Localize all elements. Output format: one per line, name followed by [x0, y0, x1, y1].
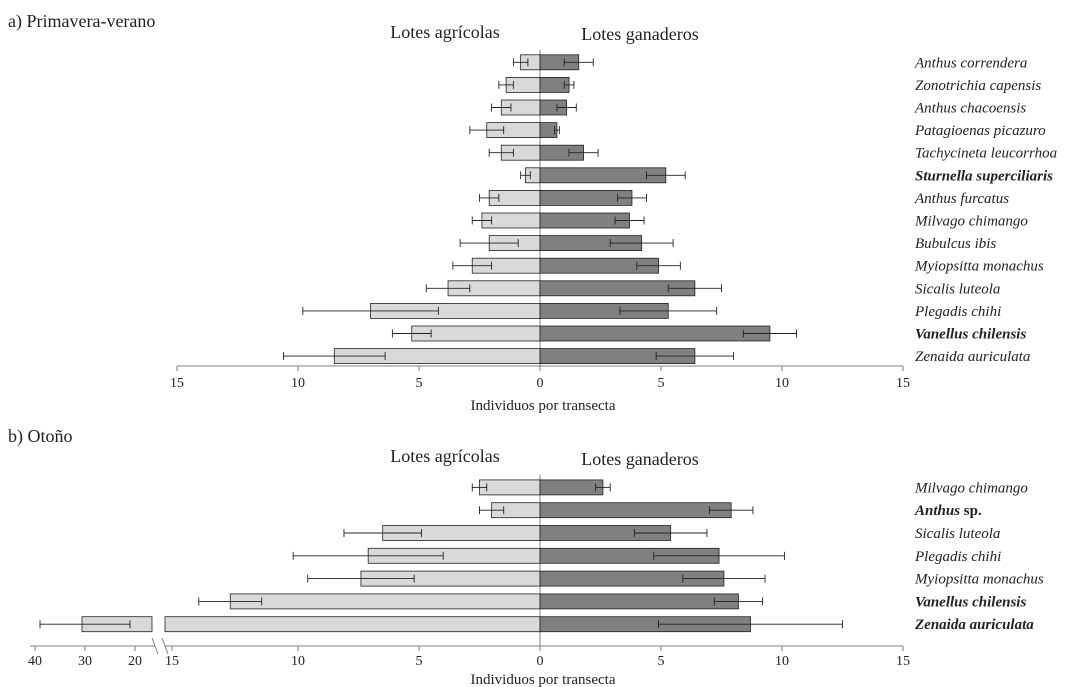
- axis-break-mark: [161, 637, 169, 655]
- bar-right: [539, 325, 771, 342]
- bar-right: [539, 479, 604, 496]
- x-tick-label: 15: [896, 654, 910, 669]
- species-label: Tachycineta leucorrhoa: [915, 146, 1057, 162]
- x-tick-label: 15: [896, 376, 910, 391]
- panel-b-xlabel: Individuos por transecta: [471, 672, 616, 687]
- species-label: Vanellus chilensis: [915, 327, 1026, 343]
- x-tick-label: 15: [170, 376, 184, 391]
- species-label: Bubulcus ibis: [915, 236, 996, 252]
- species-label: Plegadis chihi: [914, 549, 1001, 565]
- species-label: Anthus correndera: [914, 55, 1027, 71]
- species-label: Sicalis luteola: [915, 526, 1000, 542]
- x-tick-label: 10: [775, 654, 789, 669]
- panel-a-left-label: Lotes agrícolas: [390, 22, 499, 42]
- x-tick-label: 20: [128, 654, 142, 669]
- x-tick-label: 30: [78, 654, 92, 669]
- x-tick-label: 10: [291, 376, 305, 391]
- species-label: Zonotrichia capensis: [915, 78, 1041, 94]
- x-tick-label: 0: [537, 654, 544, 669]
- species-label: Patagioenas picazuro: [914, 123, 1046, 139]
- x-tick-label: 0: [537, 376, 544, 391]
- x-tick-label: 40: [28, 654, 42, 669]
- x-tick-label: 5: [658, 654, 665, 669]
- bar-left: [479, 479, 541, 496]
- species-label: Anthus sp.: [914, 503, 982, 519]
- panel-b-left-label: Lotes agrícolas: [390, 446, 499, 466]
- species-label: Myiopsitta monachus: [914, 259, 1044, 275]
- species-label: Zenaida auriculata: [915, 349, 1030, 365]
- panel-b-title: b) Otoño: [8, 426, 73, 447]
- bar-right: [539, 502, 732, 519]
- species-label: Vanellus chilensis: [915, 594, 1026, 610]
- panel-a-xlabel: Individuos por transecta: [471, 398, 616, 414]
- x-tick-label: 15: [165, 654, 179, 669]
- panel-a-right-label: Lotes ganaderos: [581, 24, 698, 44]
- axis-break-mark: [151, 637, 159, 655]
- panel-a: a) Primavera-verano Lotes agrícolas Lote…: [8, 11, 1057, 414]
- species-label: Myiopsitta monachus: [914, 572, 1044, 588]
- x-tick-label: 5: [416, 654, 423, 669]
- species-label: Anthus chacoensis: [914, 101, 1026, 117]
- species-label: Anthus furcatus: [914, 191, 1009, 207]
- x-tick-label: 5: [658, 376, 665, 391]
- panel-a-plot: Anthus correndera Zonotrichia capensis Ant…: [170, 50, 1057, 391]
- bar-right: [539, 593, 739, 610]
- species-label: Sicalis luteola: [915, 281, 1000, 297]
- x-tick-label: 10: [775, 376, 789, 391]
- species-label: Plegadis chihi: [914, 304, 1001, 320]
- x-tick-label: 10: [291, 654, 305, 669]
- species-label: Sturnella superciliaris: [915, 168, 1053, 184]
- species-label: Zenaida auriculata: [914, 617, 1034, 633]
- panel-b: b) Otoño Lotes agrícolas Lotes ganaderos…: [8, 426, 1044, 687]
- x-tick-label: 5: [416, 376, 423, 391]
- species-label: Milvago chimango: [914, 480, 1028, 496]
- panel-b-right-label: Lotes ganaderos: [581, 449, 698, 469]
- panel-b-plot: Milvago chimango Anthus sp. Sicalis luteol…: [28, 475, 1044, 669]
- bar-left: [229, 593, 541, 610]
- species-label: Milvago chimango: [914, 214, 1028, 230]
- panel-a-title: a) Primavera-verano: [8, 11, 155, 32]
- bar-left: [164, 616, 541, 633]
